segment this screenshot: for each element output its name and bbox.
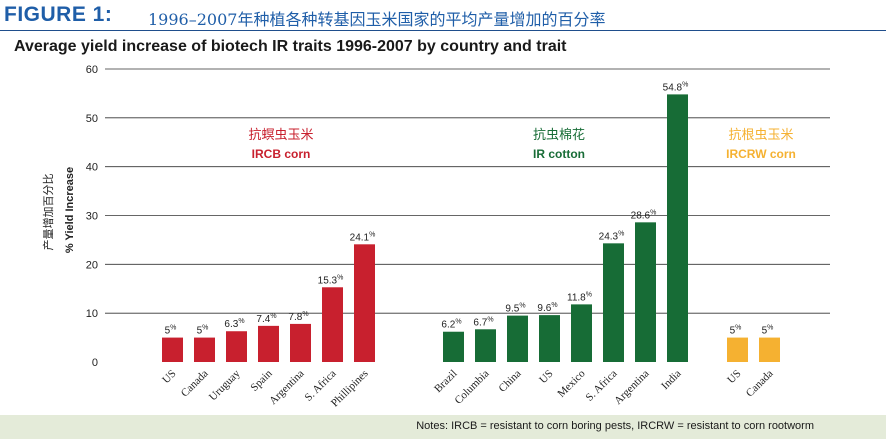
data-label: 9.6% (537, 302, 557, 314)
bar (443, 331, 464, 362)
group-label-ircrw-cn: 抗根虫玉米 (728, 127, 794, 142)
footer-notes: Notes: IRCB = resistant to corn boring p… (416, 420, 814, 432)
y-tick-label: 20 (86, 259, 98, 271)
bar-chart: 0 10 20 30 40 50 60 5% US 5% Canada 6.3% Uruguay 7.4%… (86, 64, 830, 409)
data-label: 11.8% (567, 291, 592, 303)
x-tick-label: US (160, 368, 178, 386)
footer-notes-bar: Notes: IRCB = resistant to corn boring p… (0, 415, 886, 439)
y-tick-label: 40 (86, 162, 98, 174)
x-tick-label: India (659, 368, 684, 393)
data-label: 7.8% (288, 311, 308, 323)
y-tick-label: 0 (92, 357, 98, 369)
group-label-ircb-en: IRCB corn (251, 147, 311, 161)
x-tick-label: Uruguay (207, 367, 243, 403)
bar (322, 287, 343, 362)
bar (194, 337, 215, 362)
bar (162, 337, 183, 362)
group-label-ircrw: 抗根虫玉米 IRCRW corn (726, 124, 796, 161)
data-label: 5% (165, 325, 177, 337)
group-label-ir-cotton-cn: 抗虫棉花 (532, 127, 586, 142)
group-label-ir-cotton: 抗虫棉花 IR cotton (533, 124, 585, 161)
x-tick-label: Argentina (267, 368, 307, 408)
bar (571, 304, 592, 362)
group-label-ir-cotton-en: IR cotton (532, 147, 585, 161)
y-tick-label: 30 (86, 211, 98, 223)
group-label-ircrw-en: IRCRW corn (726, 147, 796, 161)
bar (635, 222, 656, 362)
data-label: 6.2% (441, 319, 461, 331)
bar (258, 325, 279, 362)
chart-subtitle: Average yield increase of biotech IR tra… (14, 38, 567, 55)
y-tick-label: 50 (86, 113, 98, 125)
bar (539, 315, 560, 362)
figure-header: FIGURE 1: 1996–2007年种植各种转基因玉米国家的平均产量增加的百… (0, 0, 886, 31)
bar (759, 337, 780, 362)
bar (667, 94, 688, 362)
data-label: 5% (197, 325, 209, 337)
x-tick-label: Argentina (612, 368, 652, 408)
bar (354, 244, 375, 362)
group-label-ircb: 抗螟虫玉米 IRCB corn (248, 124, 313, 161)
data-label: 54.8% (663, 81, 689, 93)
bar (475, 329, 496, 362)
group-label-ircb-cn: 抗螟虫玉米 (248, 127, 314, 142)
x-tick-label: Canada (744, 368, 776, 400)
bar (290, 323, 311, 362)
data-label: 28.6% (631, 209, 657, 221)
x-tick-label: China (497, 368, 524, 395)
data-label: 24.3% (599, 230, 625, 242)
figure-label: FIGURE 1: (4, 3, 113, 26)
data-label: 6.3% (224, 318, 244, 330)
bar (603, 243, 624, 362)
data-label: 6.7% (473, 316, 493, 328)
data-label: 24.1% (350, 231, 376, 243)
bar (727, 337, 748, 362)
x-tick-label: US (537, 368, 555, 386)
y-tick-label: 60 (86, 64, 98, 76)
data-label: 7.4% (256, 313, 276, 325)
x-tick-label: Brazil (432, 368, 459, 395)
data-label: 5% (730, 325, 742, 337)
figure-title-cn: 1996–2007年种植各种转基因玉米国家的平均产量增加的百分率 (148, 10, 606, 29)
data-label: 15.3% (318, 274, 344, 286)
x-tick-label: US (725, 368, 743, 386)
bar (507, 315, 528, 362)
y-tick-label: 10 (86, 308, 98, 320)
x-tick-label: Columbia (452, 368, 491, 407)
bar (226, 331, 247, 362)
data-label: 5% (762, 325, 774, 337)
x-tick-label: Spain (248, 367, 275, 394)
